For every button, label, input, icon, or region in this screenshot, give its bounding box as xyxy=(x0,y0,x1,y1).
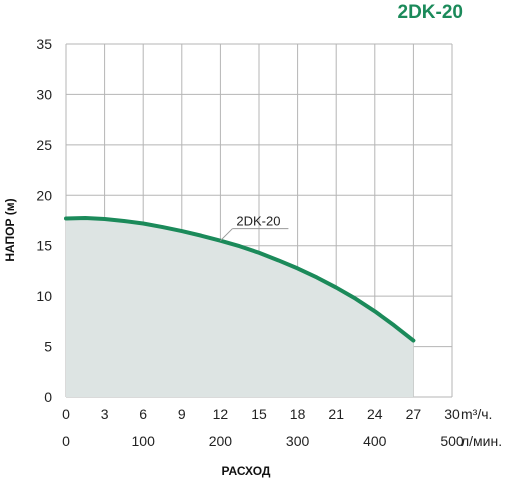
curve-area-fill xyxy=(66,217,414,397)
x2-tick-label-5: 500 xyxy=(440,433,464,449)
curve-line-2dk-20 xyxy=(64,215,416,343)
curve-area xyxy=(66,217,414,397)
x-tick-label-5: 15 xyxy=(251,406,267,422)
x-tick-label-7: 21 xyxy=(328,406,344,422)
x2-tick-label-4: 400 xyxy=(363,433,387,449)
y-tick-label-2: 10 xyxy=(36,288,52,304)
x2-tick-label-1: 100 xyxy=(132,433,156,449)
x-axis-title: РАСХОД xyxy=(222,464,271,478)
y-tick-label-4: 20 xyxy=(36,187,52,203)
y-tick-label-0: 0 xyxy=(44,389,52,405)
x-tick-label-9: 27 xyxy=(406,406,422,422)
y-tick-label-3: 15 xyxy=(36,238,52,254)
x-unit-secondary: л/мин. xyxy=(461,433,502,449)
x-tick-label-10: 30 xyxy=(444,406,460,422)
x2-tick-label-0: 0 xyxy=(62,433,70,449)
curve-lines xyxy=(64,215,416,343)
x-unit-primary: m³/ч. xyxy=(461,406,492,422)
x2-tick-label-3: 300 xyxy=(286,433,310,449)
y-axis-title: НАПОР (м) xyxy=(3,198,17,261)
y-tick-label-1: 5 xyxy=(44,339,52,355)
x-tick-label-1: 3 xyxy=(101,406,109,422)
y-tick-label-7: 35 xyxy=(36,36,52,52)
x-tick-label-6: 18 xyxy=(290,406,306,422)
x2-tick-label-2: 200 xyxy=(209,433,233,449)
x-tick-label-0: 0 xyxy=(62,406,70,422)
y-tick-label-5: 25 xyxy=(36,137,52,153)
x-tick-label-4: 12 xyxy=(213,406,229,422)
x-tick-label-2: 6 xyxy=(139,406,147,422)
x-tick-label-3: 9 xyxy=(178,406,186,422)
chart-title: 2DK-20 xyxy=(398,2,463,23)
y-tick-label-6: 30 xyxy=(36,86,52,102)
curve-label: 2DK-20 xyxy=(236,214,280,229)
curve-label-leader xyxy=(220,228,233,242)
x-tick-label-8: 24 xyxy=(367,406,383,422)
